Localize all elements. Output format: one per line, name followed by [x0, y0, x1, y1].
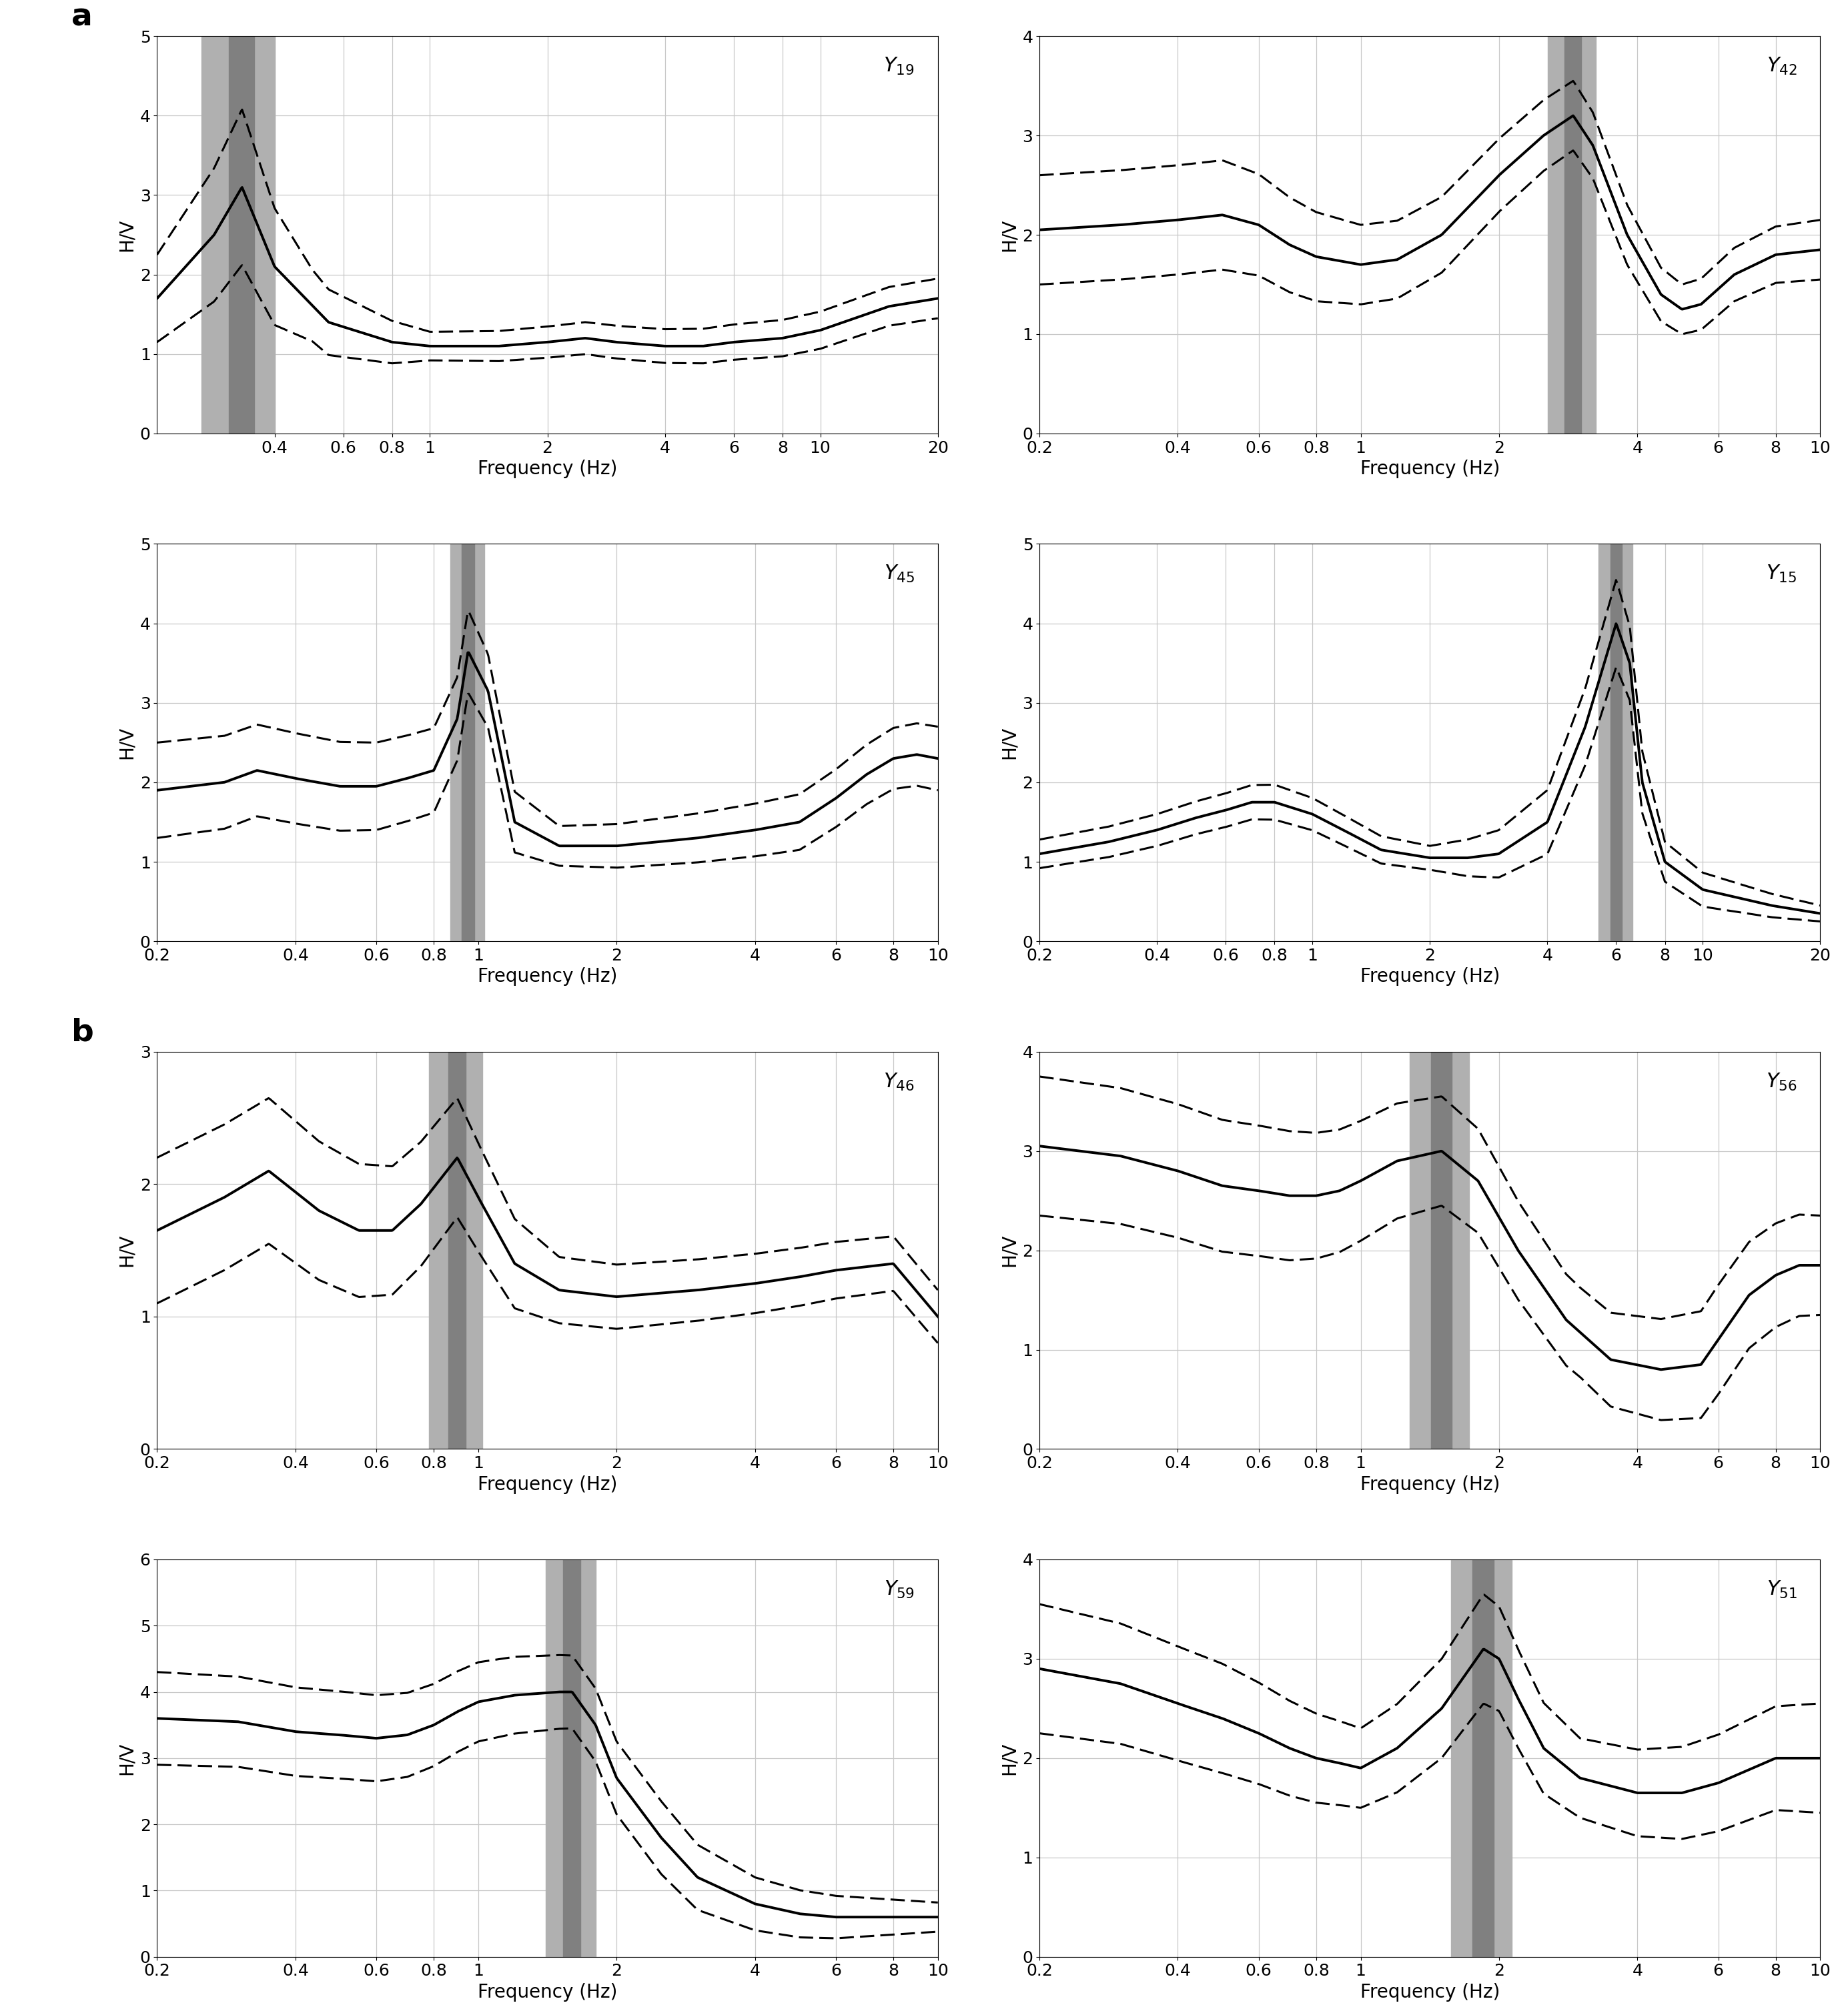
- Bar: [449, 1052, 466, 1449]
- Y-axis label: H/V: H/V: [1000, 727, 1018, 759]
- Bar: [1473, 1559, 1493, 1957]
- Text: $\mathit{Y}_{59}$: $\mathit{Y}_{59}$: [885, 1580, 915, 1600]
- Y-axis label: H/V: H/V: [1000, 1742, 1018, 1774]
- Bar: [429, 1052, 482, 1449]
- Y-axis label: H/V: H/V: [118, 219, 137, 251]
- Y-axis label: H/V: H/V: [118, 1742, 137, 1774]
- Bar: [545, 1559, 595, 1957]
- X-axis label: Frequency (Hz): Frequency (Hz): [1360, 967, 1501, 985]
- Bar: [1610, 544, 1623, 941]
- Bar: [229, 36, 255, 434]
- Bar: [1430, 1052, 1453, 1449]
- Text: $\mathit{Y}_{46}$: $\mathit{Y}_{46}$: [883, 1072, 915, 1092]
- Y-axis label: H/V: H/V: [1000, 1234, 1018, 1266]
- Text: $\mathit{Y}_{19}$: $\mathit{Y}_{19}$: [883, 56, 915, 76]
- Bar: [564, 1559, 580, 1957]
- Bar: [1410, 1052, 1469, 1449]
- Text: $\mathit{Y}_{56}$: $\mathit{Y}_{56}$: [1767, 1072, 1796, 1092]
- Text: $\mathit{Y}_{51}$: $\mathit{Y}_{51}$: [1767, 1580, 1796, 1600]
- Text: a: a: [72, 2, 92, 32]
- Bar: [201, 36, 275, 434]
- X-axis label: Frequency (Hz): Frequency (Hz): [477, 967, 617, 985]
- X-axis label: Frequency (Hz): Frequency (Hz): [1360, 1475, 1501, 1493]
- Bar: [451, 544, 484, 941]
- Y-axis label: H/V: H/V: [118, 727, 137, 759]
- Bar: [1451, 1559, 1512, 1957]
- Bar: [1599, 544, 1632, 941]
- Text: $\mathit{Y}_{42}$: $\mathit{Y}_{42}$: [1767, 56, 1796, 76]
- Bar: [462, 544, 475, 941]
- Text: $\mathit{Y}_{45}$: $\mathit{Y}_{45}$: [883, 564, 915, 584]
- Y-axis label: H/V: H/V: [1000, 219, 1018, 251]
- X-axis label: Frequency (Hz): Frequency (Hz): [1360, 460, 1501, 478]
- Text: b: b: [72, 1018, 94, 1048]
- X-axis label: Frequency (Hz): Frequency (Hz): [1360, 1983, 1501, 2001]
- X-axis label: Frequency (Hz): Frequency (Hz): [477, 460, 617, 478]
- Y-axis label: H/V: H/V: [118, 1234, 137, 1266]
- X-axis label: Frequency (Hz): Frequency (Hz): [477, 1983, 617, 2001]
- Bar: [1547, 36, 1597, 434]
- Text: $\mathit{Y}_{15}$: $\mathit{Y}_{15}$: [1767, 564, 1796, 584]
- X-axis label: Frequency (Hz): Frequency (Hz): [477, 1475, 617, 1493]
- Bar: [1565, 36, 1582, 434]
